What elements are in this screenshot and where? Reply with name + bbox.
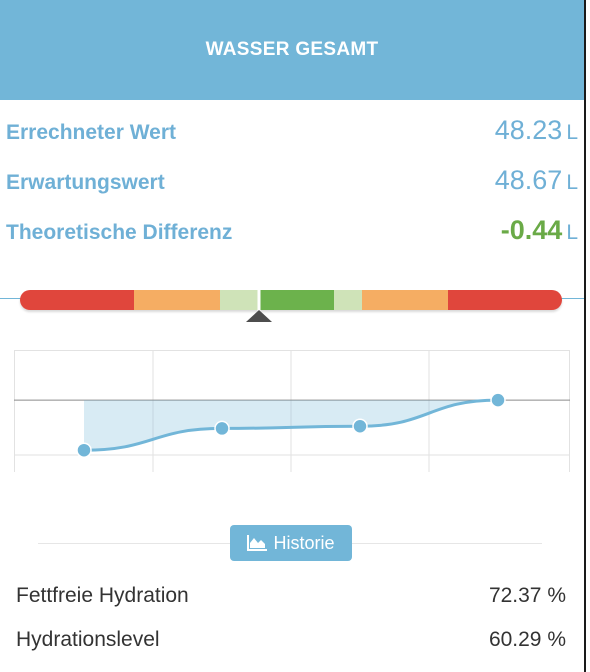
scale-segment-orange [134,290,220,310]
metric-value: 48.23 [494,115,563,145]
scale-segment-red [448,290,562,310]
detail-label: Fettfreie Hydration [16,584,189,607]
detail-row-fat-free-hydration: Fettfreie Hydration 72.37 % [16,581,566,611]
metric-row-expected: Erwartungswert 48.67 L [6,165,578,199]
scale-segment-orange [362,290,448,310]
trend-points [76,392,506,458]
metric-unit: L [566,121,578,144]
detail-value: 72.37 % [488,584,566,607]
metric-value-group: 48.67 L [495,165,578,196]
scale-segment-red [20,290,134,310]
historie-button[interactable]: Historie [230,525,352,561]
metric-unit: L [566,221,578,244]
metric-value-group: 48.23 L [495,115,578,146]
chart-data-point [76,442,92,458]
metric-value-difference: -0.44 [500,215,563,245]
chart-data-point [490,392,506,408]
scale-segment-lightgreen [334,290,362,310]
detail-value: 60.29 % [488,628,566,651]
section-header: WASSER GESAMT [0,0,584,100]
metric-value-group: -0.44 L [501,215,578,246]
section-title: WASSER GESAMT [205,39,379,60]
metric-row-difference: Theoretische Differenz -0.44 L [6,215,578,249]
metric-label: Errechneter Wert [6,121,177,144]
metric-row-calculated: Errechneter Wert 48.23 L [6,115,578,149]
panel-edge-divider [584,0,586,672]
metric-value: 48.67 [494,165,563,195]
scale-segment-green [258,290,334,310]
area-chart-icon [247,535,268,551]
metric-label: Erwartungswert [6,171,165,194]
trend-area [84,400,498,451]
detail-label: Hydrationslevel [16,628,160,651]
scale-marker-icon [246,288,272,322]
chart-data-point [352,418,368,434]
marker-triangle [246,310,272,322]
range-scale-bar [20,290,562,310]
metric-label: Theoretische Differenz [6,221,233,244]
scale-segment-lightgreen [220,290,258,310]
metric-unit: L [566,171,578,194]
historie-label: Historie [273,532,335,553]
trend-chart [14,350,570,472]
chart-data-point [214,420,230,437]
detail-row-hydration-level: Hydrationslevel 60.29 % [16,625,566,655]
trend-line [83,398,499,452]
